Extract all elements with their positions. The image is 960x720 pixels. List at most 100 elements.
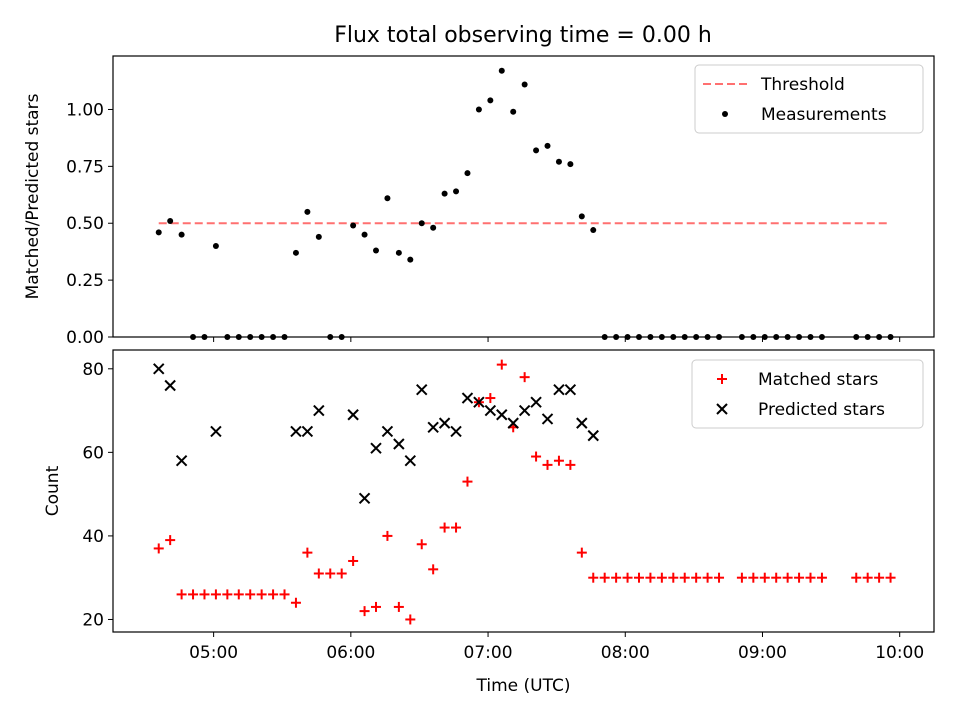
- marker-stroke: [438, 417, 451, 429]
- x-tick-label: 08:00: [601, 643, 650, 663]
- data-point: [350, 222, 357, 229]
- marker-stroke: [175, 455, 188, 467]
- data-point: [256, 589, 267, 600]
- data-point: [233, 589, 244, 600]
- data-point: [381, 425, 394, 438]
- legend-label: Measurements: [761, 105, 887, 125]
- data-point: [544, 142, 551, 149]
- data-point: [565, 459, 576, 470]
- data-point: [487, 97, 494, 104]
- data-point: [518, 404, 531, 417]
- data-point: [302, 547, 313, 558]
- marker-stroke: [496, 409, 508, 421]
- data-point: [862, 572, 873, 583]
- data-point: [691, 572, 702, 583]
- y-tick-label: 60: [82, 443, 104, 463]
- marker-stroke: [450, 425, 462, 438]
- legend-label: Threshold: [760, 75, 845, 95]
- data-point: [484, 404, 497, 417]
- data-point: [590, 227, 597, 234]
- x-tick-label: 05:00: [189, 643, 238, 663]
- data-point: [519, 372, 530, 383]
- data-point: [155, 229, 162, 236]
- data-point: [370, 442, 382, 454]
- data-point: [599, 572, 610, 583]
- data-point: [336, 568, 347, 579]
- marker-stroke: [370, 442, 382, 454]
- data-point: [167, 217, 174, 224]
- y-axis-label: Matched/Predicted stars: [23, 93, 43, 299]
- data-point: [359, 606, 370, 617]
- data-point: [315, 233, 322, 240]
- marker-stroke: [530, 396, 542, 408]
- data-point: [358, 492, 371, 505]
- x-tick-label: 09:00: [738, 643, 787, 663]
- marker-stroke: [347, 409, 359, 421]
- data-point: [771, 572, 782, 583]
- marker-stroke: [313, 404, 325, 417]
- data-point: [496, 409, 508, 421]
- plot-frame: [112, 55, 935, 338]
- y-tick-label: 0.50: [66, 214, 104, 234]
- data-point: [153, 363, 165, 375]
- data-point: [656, 572, 667, 583]
- data-point: [782, 572, 793, 583]
- y-tick-label: 0.00: [66, 328, 104, 348]
- y-tick-label: 1.00: [66, 100, 104, 120]
- data-point: [885, 572, 896, 583]
- data-point: [245, 589, 256, 600]
- chart-title: Flux total observing time = 0.00 h: [334, 23, 712, 48]
- data-point: [553, 383, 565, 396]
- data-point: [428, 564, 439, 575]
- data-point: [717, 374, 727, 384]
- data-point: [439, 522, 450, 533]
- data-point: [521, 81, 528, 88]
- x-tick-label: 06:00: [326, 643, 375, 663]
- data-point: [462, 476, 473, 487]
- y-axis-label: Count: [43, 465, 63, 516]
- data-point: [702, 572, 713, 583]
- legend-frame: [694, 64, 924, 134]
- data-point: [313, 568, 324, 579]
- data-point: [722, 111, 728, 117]
- data-point: [851, 572, 862, 583]
- marker-stroke: [358, 492, 371, 505]
- data-point: [178, 231, 185, 238]
- data-point: [759, 572, 770, 583]
- data-point: [668, 572, 679, 583]
- data-point: [564, 383, 577, 396]
- data-point: [222, 589, 233, 600]
- data-point: [290, 597, 301, 608]
- data-point: [382, 530, 393, 541]
- marker-stroke: [541, 413, 554, 425]
- marker-stroke: [290, 425, 302, 438]
- data-point: [430, 224, 437, 231]
- marker-stroke: [404, 455, 417, 467]
- data-point: [304, 208, 311, 215]
- marker-stroke: [587, 429, 599, 442]
- data-point: [555, 158, 562, 165]
- y-tick-label: 40: [82, 527, 104, 547]
- data-point: [622, 572, 633, 583]
- data-point: [164, 379, 176, 392]
- data-point: [553, 455, 564, 466]
- data-point: [461, 392, 474, 404]
- count-plot: 20 40 60 80 05:00 06:00 07:00 08:00 09:00 10:00 Co…: [43, 349, 935, 696]
- data-point: [176, 589, 187, 600]
- marker-stroke: [210, 425, 222, 438]
- data-point: [464, 170, 471, 177]
- data-point: [370, 601, 381, 612]
- marker-stroke: [427, 421, 439, 433]
- marker-stroke: [164, 379, 176, 392]
- data-point: [279, 589, 290, 600]
- marker-stroke: [461, 392, 474, 404]
- data-point: [576, 417, 588, 429]
- data-point: [372, 247, 379, 254]
- marker-stroke: [416, 383, 428, 396]
- data-point: [510, 108, 517, 115]
- data-point: [748, 572, 759, 583]
- data-point: [407, 256, 414, 263]
- data-point: [416, 539, 427, 550]
- data-point: [473, 396, 485, 408]
